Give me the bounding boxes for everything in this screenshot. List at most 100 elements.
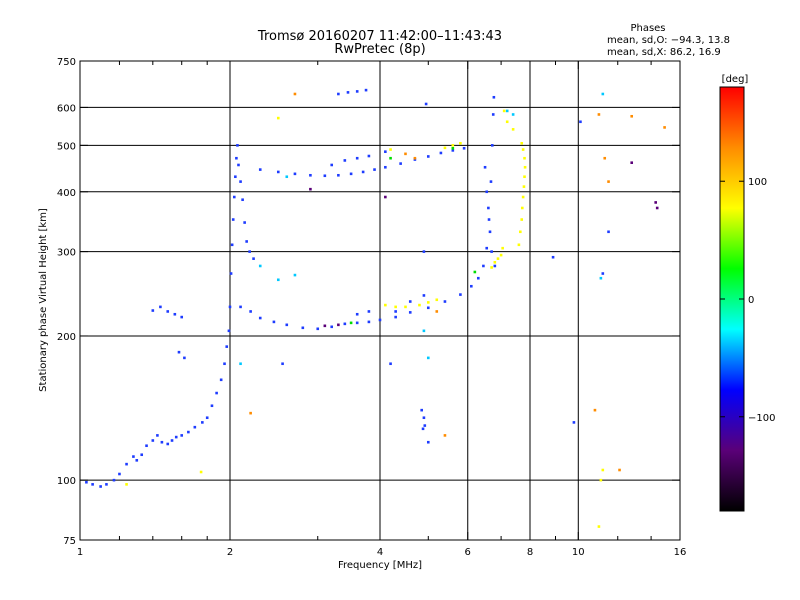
data-point [105, 483, 108, 486]
data-point [248, 250, 251, 253]
data-point [485, 246, 489, 250]
data-point [488, 230, 492, 234]
data-point [384, 303, 387, 307]
data-point [521, 195, 525, 199]
data-point [309, 187, 312, 191]
data-point [384, 150, 387, 153]
data-point [663, 126, 666, 129]
data-point [522, 185, 526, 188]
data-point [245, 240, 248, 243]
data-point [511, 113, 515, 116]
x-tick-label: 16 [674, 547, 687, 558]
data-point [451, 149, 455, 152]
data-point [408, 311, 412, 314]
data-point [276, 278, 280, 282]
data-point [249, 411, 252, 415]
data-point [323, 174, 327, 178]
data-point [496, 257, 500, 260]
data-point [187, 430, 190, 434]
data-point [493, 260, 497, 264]
data-point [451, 146, 455, 150]
data-point [276, 170, 280, 174]
data-point [384, 165, 387, 169]
data-point [160, 440, 164, 444]
data-point [517, 243, 521, 247]
data-point [243, 221, 246, 224]
x-tick-label: 1 [77, 547, 83, 558]
data-point [249, 310, 252, 313]
data-point [293, 172, 297, 176]
data-point [523, 165, 527, 169]
y-axis-label: Stationary phase Virtual Height [km] [38, 208, 49, 392]
data-point [389, 148, 392, 151]
data-point [112, 478, 116, 482]
y-tick-label: 500 [57, 141, 76, 152]
y-tick-label: 600 [57, 103, 76, 114]
data-point [505, 120, 509, 124]
data-point [520, 141, 524, 145]
data-point [361, 170, 365, 174]
data-point [389, 156, 392, 160]
y-tick-label: 100 [57, 476, 76, 487]
data-point [487, 206, 490, 210]
data-point [276, 116, 280, 120]
data-point [170, 439, 174, 442]
data-point [118, 472, 121, 476]
data-point [337, 323, 340, 327]
data-point [258, 168, 262, 171]
data-point [378, 318, 382, 322]
data-point [225, 345, 229, 348]
data-point [520, 206, 524, 210]
data-point [423, 424, 427, 427]
data-point [523, 175, 526, 179]
data-point [597, 113, 601, 116]
data-point [501, 246, 504, 250]
data-point [487, 218, 491, 221]
data-point [151, 439, 155, 442]
data-point [593, 408, 597, 412]
data-point [601, 468, 605, 472]
data-point [439, 151, 443, 155]
data-point [579, 120, 582, 124]
x-axis-label: Frequency [MHz] [338, 560, 422, 571]
x-tick-label: 4 [377, 547, 383, 558]
data-point [426, 155, 430, 158]
data-point [309, 173, 312, 177]
data-point [482, 264, 485, 268]
data-point [394, 315, 397, 319]
colorbar-tick-label: 100 [748, 177, 767, 188]
phase-legend-extraordinary: mean, sd,X: 86.2, 16.9 [607, 47, 721, 58]
data-point [132, 455, 135, 458]
data-point [607, 230, 610, 234]
data-point [355, 312, 359, 316]
data-point [492, 95, 496, 99]
data-point [394, 305, 397, 309]
data-point [227, 329, 231, 333]
data-point [199, 470, 203, 474]
data-point [459, 293, 462, 296]
data-point [166, 442, 170, 446]
data-points [85, 88, 666, 528]
data-point [125, 462, 128, 466]
data-point [599, 478, 603, 482]
data-point [489, 180, 493, 183]
data-point [355, 156, 359, 160]
data-point [236, 144, 239, 147]
chart-title-line1: Tromsø 20160207 11:42:00–11:43:43 [257, 29, 502, 44]
data-point [239, 305, 242, 309]
data-point [367, 154, 371, 158]
data-point [493, 264, 497, 268]
data-point [285, 323, 289, 327]
data-point [655, 206, 659, 210]
data-point [219, 378, 223, 382]
data-point [459, 141, 462, 145]
data-point [135, 459, 139, 462]
data-point [237, 163, 240, 167]
data-point [630, 114, 634, 118]
data-point [183, 356, 186, 360]
data-point [293, 273, 297, 277]
data-point [228, 305, 232, 309]
data-point [443, 146, 447, 150]
data-point [343, 322, 347, 326]
data-point [239, 362, 242, 366]
